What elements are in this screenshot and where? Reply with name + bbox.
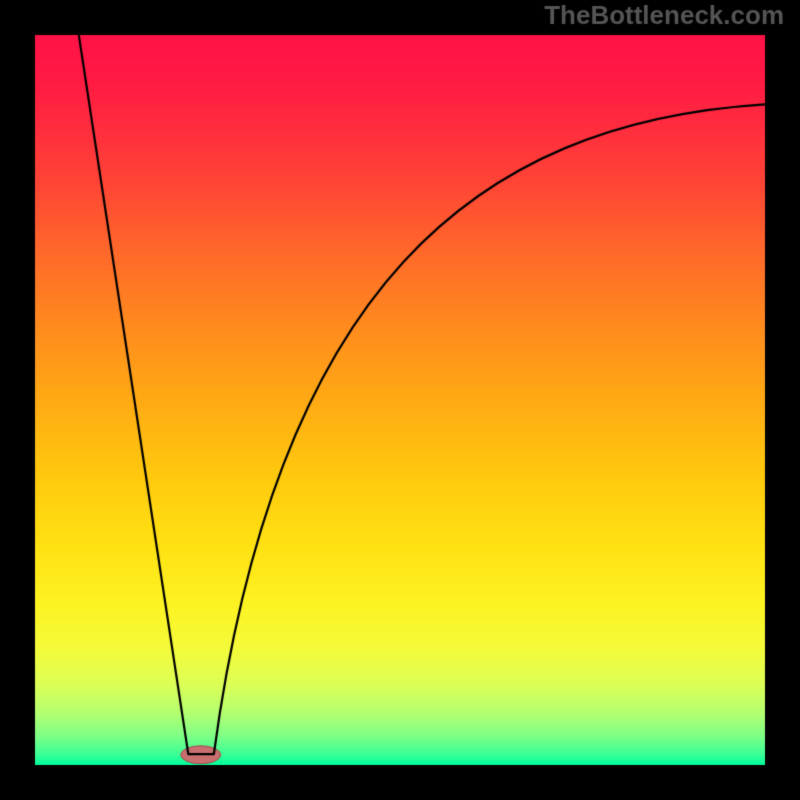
bottleneck-chart xyxy=(0,0,800,800)
